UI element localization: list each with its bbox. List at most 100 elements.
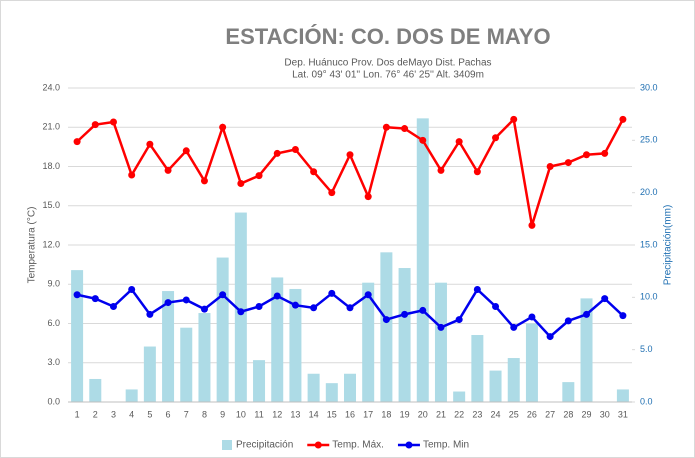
marker: [546, 163, 554, 170]
y-tick-label: 0.0: [47, 396, 60, 406]
bar: [216, 257, 229, 402]
marker: [455, 316, 463, 324]
marker: [601, 149, 609, 157]
marker: [310, 168, 318, 176]
x-tick-label: 30: [600, 409, 610, 419]
x-tick-label: 17: [363, 409, 373, 419]
bar: [234, 212, 247, 402]
marker: [510, 323, 518, 331]
chart-subtitle: Lat. 09° 43' 01'' Lon. 76° 46' 25'' Alt.…: [292, 70, 484, 81]
bar: [489, 370, 502, 402]
y2-tick-label: 5.0: [640, 344, 653, 354]
bar: [580, 298, 593, 402]
y-axis-label: Temperatura (°C): [27, 207, 38, 284]
bar: [471, 335, 484, 402]
marker: [619, 115, 627, 123]
marker: [528, 313, 536, 321]
marker: [310, 304, 318, 312]
x-tick-label: 6: [166, 409, 171, 419]
bar: [398, 268, 411, 402]
marker: [255, 172, 263, 180]
x-tick-label: 10: [236, 409, 246, 419]
y2-tick-label: 10.0: [640, 292, 658, 302]
marker: [419, 136, 427, 144]
marker: [200, 305, 208, 313]
y-tick-label: 24.0: [42, 82, 60, 92]
marker: [455, 138, 463, 146]
bar: [434, 282, 447, 402]
marker: [364, 193, 372, 201]
y2-axis-label: Precipitación(mm): [663, 205, 674, 286]
bar: [271, 277, 284, 402]
x-tick-label: 15: [327, 409, 337, 419]
x-tick-label: 27: [545, 409, 555, 419]
x-tick-label: 1: [75, 409, 80, 419]
x-tick-label: 22: [454, 409, 464, 419]
bar: [616, 389, 629, 402]
marker: [583, 310, 591, 318]
x-tick-label: 11: [254, 409, 263, 419]
bar: [416, 118, 429, 402]
marker: [346, 304, 354, 312]
x-tick-label: 29: [582, 409, 592, 419]
x-tick-label: 13: [290, 409, 300, 419]
x-tick-label: 26: [527, 409, 537, 419]
marker: [346, 151, 354, 159]
bar: [507, 358, 520, 402]
y-tick-label: 3.0: [47, 357, 60, 367]
bar: [162, 291, 175, 402]
marker: [528, 221, 536, 229]
x-tick-label: 28: [563, 409, 573, 419]
marker: [382, 123, 390, 131]
bar: [325, 383, 338, 402]
bar: [453, 391, 466, 402]
bar: [380, 252, 393, 402]
legend-swatch: [314, 441, 322, 449]
marker: [583, 151, 591, 159]
marker: [109, 118, 117, 126]
marker: [109, 302, 117, 310]
legend-swatch: [405, 441, 413, 449]
x-tick-label: 16: [345, 409, 355, 419]
marker: [164, 299, 172, 307]
bar: [253, 360, 266, 402]
x-tick-label: 31: [618, 409, 628, 419]
bar: [198, 313, 211, 402]
marker: [182, 296, 190, 304]
y-tick-label: 15.0: [42, 200, 60, 210]
y2-tick-label: 20.0: [640, 187, 658, 197]
marker: [419, 306, 427, 314]
y2-tick-label: 30.0: [640, 82, 658, 92]
x-tick-label: 9: [220, 409, 225, 419]
x-tick-label: 12: [272, 409, 282, 419]
marker: [492, 302, 500, 310]
marker: [200, 177, 208, 185]
marker: [328, 289, 336, 297]
marker: [91, 295, 99, 303]
marker: [237, 180, 245, 188]
marker: [473, 285, 481, 293]
y-tick-label: 21.0: [42, 122, 60, 132]
marker: [382, 316, 390, 324]
x-tick-label: 2: [93, 409, 98, 419]
y-tick-label: 9.0: [47, 279, 60, 289]
y2-tick-label: 25.0: [640, 135, 658, 145]
marker: [401, 125, 409, 133]
chart-title: ESTACIÓN: CO. DOS DE MAYO: [225, 24, 550, 49]
marker: [219, 291, 227, 299]
bar: [344, 373, 356, 402]
bar: [562, 382, 575, 402]
legend-label: Precipitación: [236, 440, 293, 451]
x-tick-label: 20: [418, 409, 428, 419]
marker: [146, 310, 154, 318]
marker: [510, 115, 518, 123]
chart-subtitle: Dep. Huánuco Prov. Dos deMayo Dist. Pach…: [284, 58, 491, 69]
marker: [255, 302, 263, 310]
marker: [437, 166, 445, 174]
x-tick-label: 19: [400, 409, 410, 419]
y-tick-label: 18.0: [42, 161, 60, 171]
y2-tick-label: 15.0: [640, 239, 658, 249]
marker: [73, 291, 81, 299]
marker: [328, 189, 336, 197]
x-tick-label: 23: [472, 409, 482, 419]
